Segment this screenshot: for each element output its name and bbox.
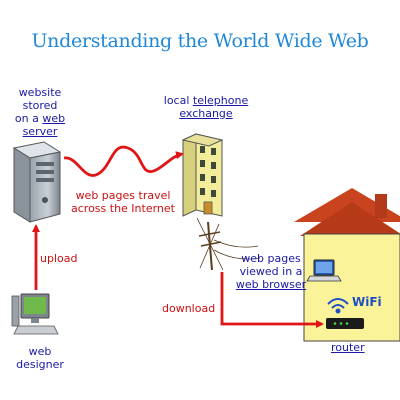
web-browser-label-line2: viewed in a	[239, 265, 303, 278]
web-server-label: website stored on a web server	[2, 86, 78, 138]
telephone-exchange-label: local telephone exchange	[158, 94, 254, 120]
wifi-icon	[327, 298, 349, 314]
web-server-label-on-a: on a	[14, 112, 39, 125]
web-browser-link: web browser	[235, 278, 307, 291]
wifi-label: WiFi	[352, 295, 382, 309]
web-server-icon	[12, 141, 62, 223]
web-server-link: web server	[22, 112, 66, 138]
page-title: Understanding the World Wide Web	[31, 30, 369, 52]
laptop-icon	[306, 259, 342, 282]
internet-travel-label-line1: web pages travel	[75, 189, 171, 202]
telephone-exchange-building-icon	[181, 133, 224, 217]
web-designer-label: web designer	[16, 345, 64, 371]
internet-wave-arrow	[63, 145, 184, 177]
web-server-label-line1: website stored	[18, 86, 62, 112]
upload-label: upload	[40, 252, 78, 265]
internet-travel-label-line2: across the Internet	[71, 202, 175, 215]
web-browser-label: web pages viewed in a web browser	[234, 252, 308, 291]
internet-travel-label: web pages travel across the Internet	[70, 189, 176, 215]
web-server-label-line2: on a web server	[2, 112, 78, 138]
router-icon	[326, 318, 364, 329]
telephone-exchange-label-local: local	[163, 94, 190, 107]
download-arrow	[220, 272, 324, 328]
exchange-link: exchange	[179, 107, 233, 120]
desktop-computer-icon	[11, 293, 59, 335]
web-browser-label-line1: web pages	[241, 252, 301, 265]
router-label: router	[331, 341, 365, 354]
telephone-pole-icon	[196, 217, 261, 271]
download-label: download	[162, 302, 216, 315]
telephone-link: telephone	[192, 94, 249, 107]
